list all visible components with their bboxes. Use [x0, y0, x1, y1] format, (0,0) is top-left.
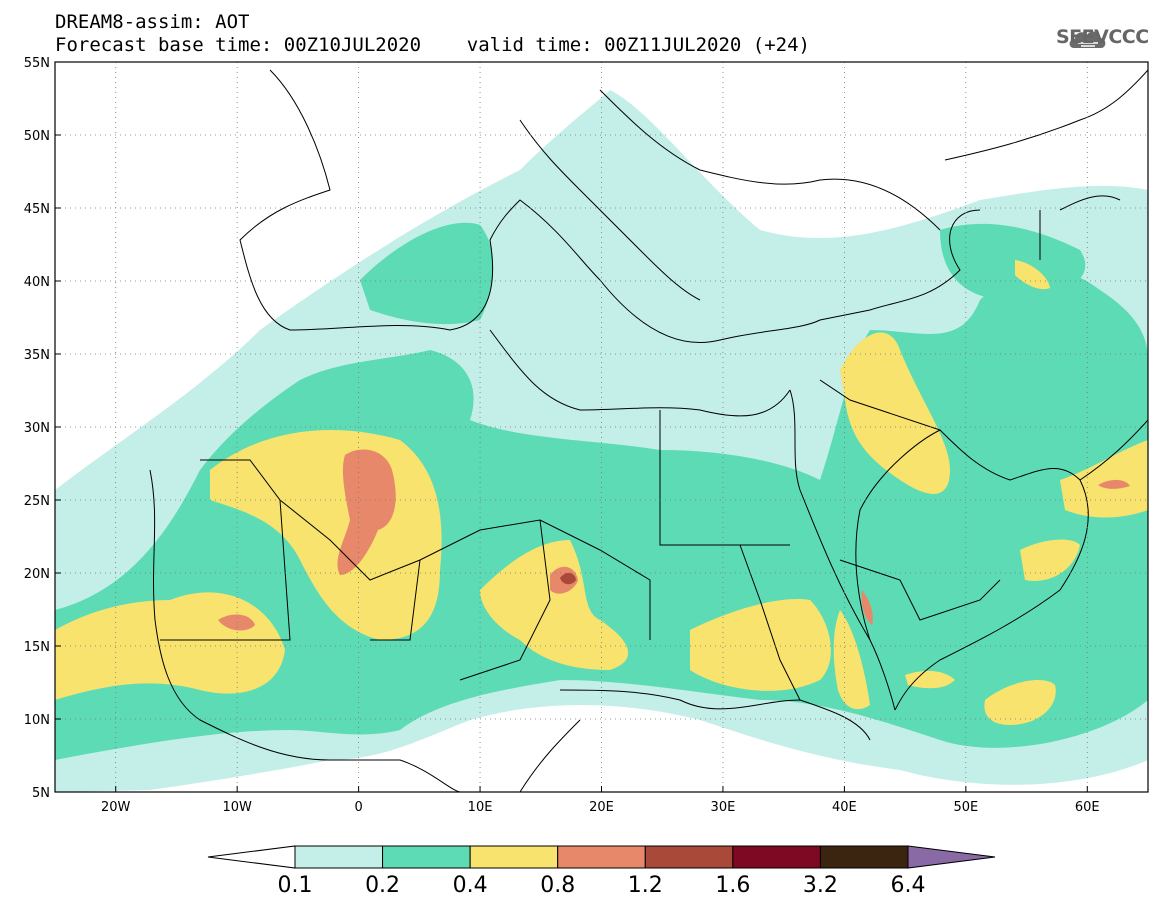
lat-tick-label: 20N	[24, 567, 50, 582]
lon-tick-label: 50E	[953, 800, 978, 815]
colorbar-segment	[294, 845, 384, 869]
lon-tick-label: 20E	[589, 800, 614, 815]
lon-tick-label: 10W	[222, 800, 252, 815]
colorbar-segment	[644, 845, 734, 869]
lon-tick-label: 0	[354, 800, 362, 815]
lat-tick-label: 30N	[24, 421, 50, 436]
lat-tick-label: 45N	[24, 202, 50, 217]
colorbar-label: 0.4	[453, 873, 488, 898]
lat-tick-label: 15N	[24, 640, 50, 655]
lat-tick-label: 35N	[24, 348, 50, 363]
aot-contours	[55, 90, 1148, 792]
lon-tick-label: 40E	[832, 800, 857, 815]
colorbar-label: 0.2	[365, 873, 400, 898]
colorbar-segment	[382, 845, 471, 869]
gridlines	[55, 62, 1148, 792]
colorbar-label: 1.6	[715, 873, 750, 898]
lon-tick-label: 30E	[711, 800, 736, 815]
colorbar-label: 1.2	[628, 873, 663, 898]
colorbar-segment	[469, 845, 559, 869]
colorbar-max-arrow	[907, 845, 996, 869]
colorbar-label: 0.1	[278, 873, 313, 898]
colorbar-label: 6.4	[891, 873, 926, 898]
lat-tick-label: 10N	[24, 713, 50, 728]
lat-tick-label: 55N	[24, 56, 50, 71]
lat-tick-label: 5N	[32, 786, 50, 801]
lat-tick-label: 50N	[24, 129, 50, 144]
lon-tick-label: 10E	[468, 800, 493, 815]
lon-tick-label: 20W	[101, 800, 131, 815]
colorbar-min-arrow	[207, 845, 296, 869]
coastlines-borders	[149, 69, 1148, 792]
colorbar: 0.1 0.2 0.4 0.8 1.2 1.6 3.2 6.4	[207, 845, 996, 898]
map-title: DREAM8-assim: AOT	[55, 11, 250, 33]
axis-ticks: 55N 50N 45N 40N 35N 30N 25N 20N 15N 10N 5N 20W 10W 0 1…	[24, 56, 1100, 815]
cloud-logo-icon	[1069, 31, 1106, 48]
seevccc-logo-text: SEEVCCC	[1056, 26, 1149, 48]
colorbar-label: 3.2	[803, 873, 838, 898]
colorbar-segment	[732, 845, 821, 869]
lat-tick-label: 40N	[24, 275, 50, 290]
lat-tick-label: 25N	[24, 494, 50, 509]
colorbar-segment	[819, 845, 909, 869]
lon-tick-label: 60E	[1075, 800, 1100, 815]
colorbar-segment	[557, 845, 646, 869]
colorbar-label: 0.8	[540, 873, 575, 898]
forecast-time-line: Forecast base time: 00Z10JUL2020 valid t…	[55, 34, 810, 56]
